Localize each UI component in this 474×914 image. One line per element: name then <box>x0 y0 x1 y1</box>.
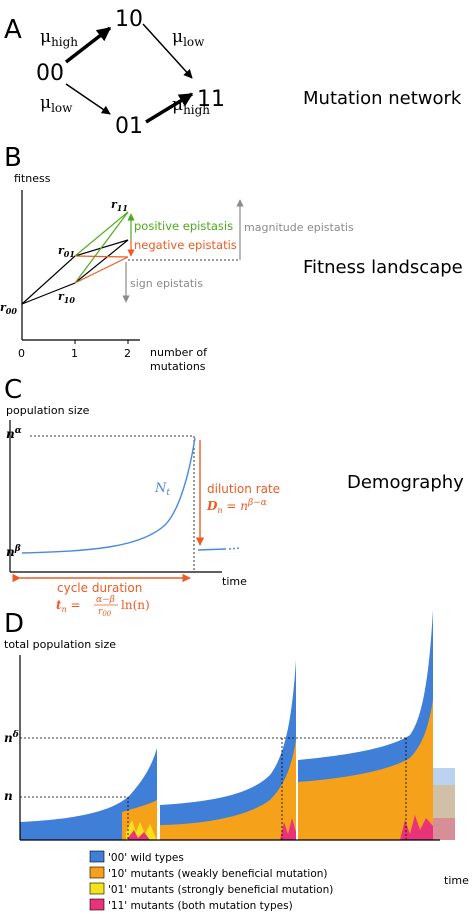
label-r00: r00 <box>0 301 17 316</box>
cycle-label: cycle duration <box>57 581 142 595</box>
panel-b-title: Fitness landscape <box>303 257 463 278</box>
legend-swatch-weak <box>89 866 105 879</box>
path-via-10 <box>21 239 129 305</box>
path-orange-via-10 <box>74 256 129 284</box>
panel-b-tick-0: 0 <box>18 347 25 360</box>
arrow-10-11 <box>142 23 193 79</box>
panel-b-xlabel-1: number of <box>150 346 208 359</box>
arrow-00-01 <box>65 83 111 115</box>
panel-c: C population size time nα nβ Nt dilution… <box>4 375 464 618</box>
cycle4-wild-faded <box>433 768 455 840</box>
legend: '00' wild types '10' mutants (weakly ben… <box>89 850 333 912</box>
svg-text:α−β: α−β <box>96 595 115 605</box>
panel-c-xlabel: time <box>222 575 247 588</box>
svg-text:r00: r00 <box>98 607 112 618</box>
cycle2-wild <box>160 660 296 840</box>
panel-a: A 00 10 01 11 μhigh μlow μlow μhigh Muta… <box>4 7 462 139</box>
node-01: 01 <box>115 114 143 139</box>
dilution-label: dilution rate <box>207 482 280 496</box>
legend-swatch-strong <box>89 882 105 895</box>
cycle-formula: tn = α−β r00 ln(n) <box>56 595 150 618</box>
cycle3-weak <box>298 700 433 840</box>
n-alpha-label: nα <box>6 426 22 441</box>
panel-b-letter: B <box>4 143 22 173</box>
cycle4-both-faded <box>433 818 455 840</box>
population-growth-curve <box>21 437 196 554</box>
population-next-cycle-dots <box>228 547 241 550</box>
cycle4-weak-faded <box>433 785 455 840</box>
legend-swatch-wild <box>89 850 105 863</box>
rate-low-top: μlow <box>172 27 205 49</box>
svg-text:ln(n): ln(n) <box>121 598 150 612</box>
legend-label-weak: '10' mutants (weakly beneficial mutation… <box>108 868 328 880</box>
cycle1-both <box>128 830 150 840</box>
panel-c-letter: C <box>4 375 22 405</box>
cycle2-weak <box>160 740 296 840</box>
panel-b: B fitness 0 1 2 number of mutations r00 … <box>0 143 463 373</box>
rate-low-bottom: μlow <box>40 93 73 115</box>
dilution-formula: Dn = nβ−α <box>206 498 267 515</box>
label-r11: r11 <box>111 198 128 213</box>
node-10: 10 <box>115 7 143 32</box>
cycle3-both <box>400 815 433 840</box>
panel-d-xlabel: time <box>444 874 469 887</box>
n-delta-label: nδ <box>4 730 19 745</box>
svg-text:tn =: tn = <box>56 598 81 614</box>
arrow-00-10 <box>64 26 112 64</box>
panel-c-ylabel: population size <box>6 404 90 417</box>
legend-swatch-both <box>89 898 105 911</box>
arrow-01-11 <box>145 92 194 124</box>
legend-label-both: '11' mutants (both mutation types) <box>108 900 293 912</box>
curve-label: Nt <box>154 481 170 498</box>
panel-b-ylabel: fitness <box>14 172 51 185</box>
panel-a-letter: A <box>4 15 22 45</box>
population-next-cycle <box>197 548 227 551</box>
node-11: 11 <box>197 87 225 112</box>
n-beta-label: nβ <box>6 544 21 559</box>
rate-high-bottom: μhigh <box>172 95 210 117</box>
n-label: n <box>4 789 13 803</box>
path-via-01 <box>21 239 129 305</box>
panel-d-ylabel: total population size <box>4 638 116 651</box>
positive-epistasis-label: positive epistasis <box>134 219 233 233</box>
panel-b-tick-2: 2 <box>124 347 131 360</box>
magnitude-epistasis-label: magnitude epistatis <box>244 221 354 234</box>
panel-d-letter: D <box>4 609 24 639</box>
label-r01: r01 <box>58 244 75 259</box>
cycle2-both <box>280 818 296 840</box>
rate-high-top: μhigh <box>40 27 78 49</box>
panel-b-tick-1: 1 <box>71 347 78 360</box>
negative-epistasis-label: negative epistatis <box>134 238 237 252</box>
panel-d: D total population size time nδ n <box>4 609 469 912</box>
panel-a-title: Mutation network <box>303 88 462 109</box>
path-green-via-01 <box>74 211 129 257</box>
path-green-via-10 <box>74 211 129 284</box>
legend-label-strong: '01' mutants (strongly beneficial mutati… <box>108 884 333 896</box>
panel-b-xlabel-2: mutations <box>150 360 206 373</box>
sign-epistasis-label: sign epistatis <box>130 277 203 290</box>
path-orange-via-01 <box>74 255 129 258</box>
label-r10: r10 <box>58 290 75 305</box>
legend-label-wild: '00' wild types <box>108 852 184 864</box>
panel-c-title: Demography <box>347 472 464 493</box>
node-00: 00 <box>36 61 64 86</box>
